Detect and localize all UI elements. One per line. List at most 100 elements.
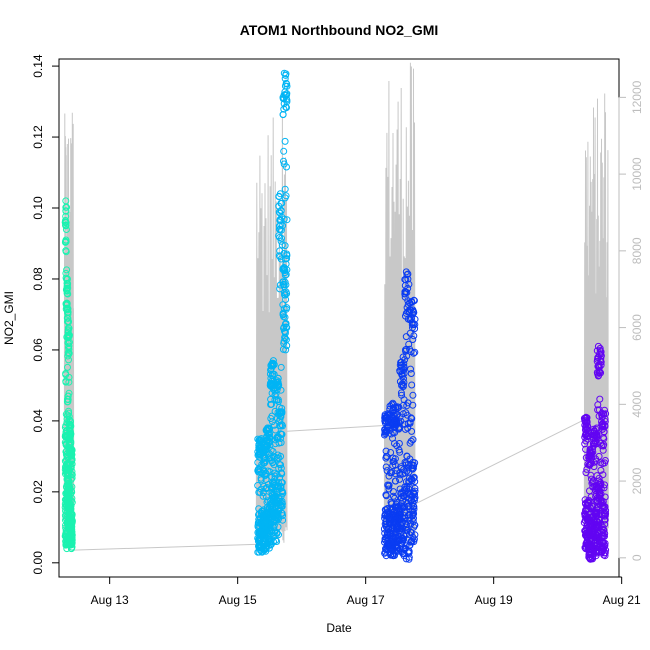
data-point bbox=[262, 545, 270, 553]
data-point bbox=[68, 488, 76, 496]
data-point bbox=[280, 250, 288, 257]
data-point bbox=[282, 79, 290, 87]
y2-tick-label: 10000 bbox=[630, 157, 644, 191]
data-point bbox=[601, 406, 608, 414]
data-point bbox=[277, 363, 285, 371]
data-point bbox=[62, 197, 70, 205]
data-point bbox=[281, 271, 289, 279]
data-point bbox=[387, 449, 395, 456]
data-point bbox=[278, 509, 286, 517]
data-point bbox=[271, 508, 279, 516]
data-point bbox=[65, 356, 72, 364]
data-point bbox=[583, 425, 591, 433]
data-point bbox=[384, 481, 392, 489]
data-point bbox=[63, 289, 71, 297]
data-point bbox=[67, 511, 75, 519]
secondary-connector bbox=[73, 543, 257, 551]
data-point bbox=[600, 526, 608, 534]
data-point bbox=[410, 309, 418, 316]
data-point bbox=[402, 309, 410, 317]
data-point bbox=[271, 472, 279, 480]
data-point bbox=[272, 536, 280, 544]
data-point bbox=[268, 418, 276, 426]
data-point bbox=[279, 278, 287, 286]
data-point bbox=[62, 247, 70, 255]
data-point bbox=[66, 417, 74, 425]
data-point bbox=[254, 548, 262, 556]
data-point bbox=[405, 503, 412, 511]
data-point bbox=[63, 314, 71, 322]
data-point bbox=[281, 194, 289, 202]
data-point bbox=[277, 430, 285, 438]
data-point bbox=[391, 461, 399, 469]
data-point bbox=[64, 476, 72, 484]
data-point bbox=[283, 95, 290, 103]
data-point bbox=[274, 396, 282, 404]
data-point bbox=[68, 483, 76, 491]
x-tick-label: Aug 15 bbox=[219, 593, 257, 607]
data-point bbox=[408, 501, 416, 509]
data-point bbox=[393, 547, 401, 555]
data-point bbox=[277, 501, 285, 509]
data-point bbox=[601, 459, 609, 467]
data-point bbox=[396, 413, 404, 421]
data-point bbox=[65, 409, 73, 417]
data-point bbox=[403, 289, 411, 296]
data-point bbox=[64, 349, 72, 356]
x-tick-label: Aug 17 bbox=[347, 593, 385, 607]
data-point bbox=[589, 526, 597, 534]
data-point bbox=[383, 426, 391, 434]
data-point bbox=[276, 474, 284, 482]
data-point bbox=[277, 435, 284, 442]
data-point bbox=[282, 288, 290, 296]
data-point bbox=[596, 346, 604, 354]
data-point bbox=[280, 69, 288, 77]
data-point bbox=[63, 287, 71, 295]
data-point bbox=[582, 413, 590, 421]
data-point bbox=[600, 484, 608, 492]
data-point bbox=[279, 265, 287, 272]
data-point bbox=[260, 455, 268, 462]
data-point bbox=[62, 226, 70, 233]
y-tick-label: 0.08 bbox=[31, 267, 45, 291]
data-point bbox=[273, 538, 281, 545]
data-point bbox=[66, 424, 74, 432]
data-point bbox=[267, 446, 275, 454]
data-point bbox=[277, 221, 285, 229]
data-point bbox=[271, 529, 279, 537]
data-point bbox=[600, 441, 608, 449]
data-point bbox=[65, 349, 73, 357]
data-point bbox=[283, 216, 291, 224]
data-point bbox=[279, 516, 287, 524]
secondary-connector bbox=[414, 419, 585, 505]
data-point bbox=[265, 544, 273, 552]
data-point bbox=[599, 544, 607, 552]
data-point bbox=[409, 336, 417, 343]
data-point bbox=[405, 555, 413, 563]
data-point bbox=[402, 268, 410, 276]
data-point bbox=[382, 520, 390, 528]
data-point bbox=[67, 438, 75, 446]
data-point bbox=[62, 370, 70, 377]
data-point bbox=[398, 391, 406, 399]
x-tick-label: Aug 21 bbox=[603, 593, 641, 607]
y-tick-label: 0.04 bbox=[31, 409, 45, 433]
data-point bbox=[64, 290, 72, 298]
data-point bbox=[391, 429, 399, 437]
data-point bbox=[382, 463, 390, 471]
data-point bbox=[410, 538, 418, 546]
data-point bbox=[277, 430, 285, 438]
data-point bbox=[282, 103, 290, 111]
data-point bbox=[277, 469, 285, 477]
data-point bbox=[279, 301, 287, 309]
data-point bbox=[407, 497, 415, 504]
y-tick-label: 0.02 bbox=[31, 480, 45, 504]
data-point bbox=[594, 401, 602, 409]
data-point bbox=[68, 536, 76, 544]
data-point bbox=[405, 340, 413, 348]
data-point bbox=[62, 219, 70, 226]
data-point bbox=[280, 215, 288, 223]
x-axis: Aug 13 Aug 15 Aug 17 Aug 19 Aug 21 bbox=[91, 576, 641, 607]
data-point bbox=[396, 519, 404, 527]
